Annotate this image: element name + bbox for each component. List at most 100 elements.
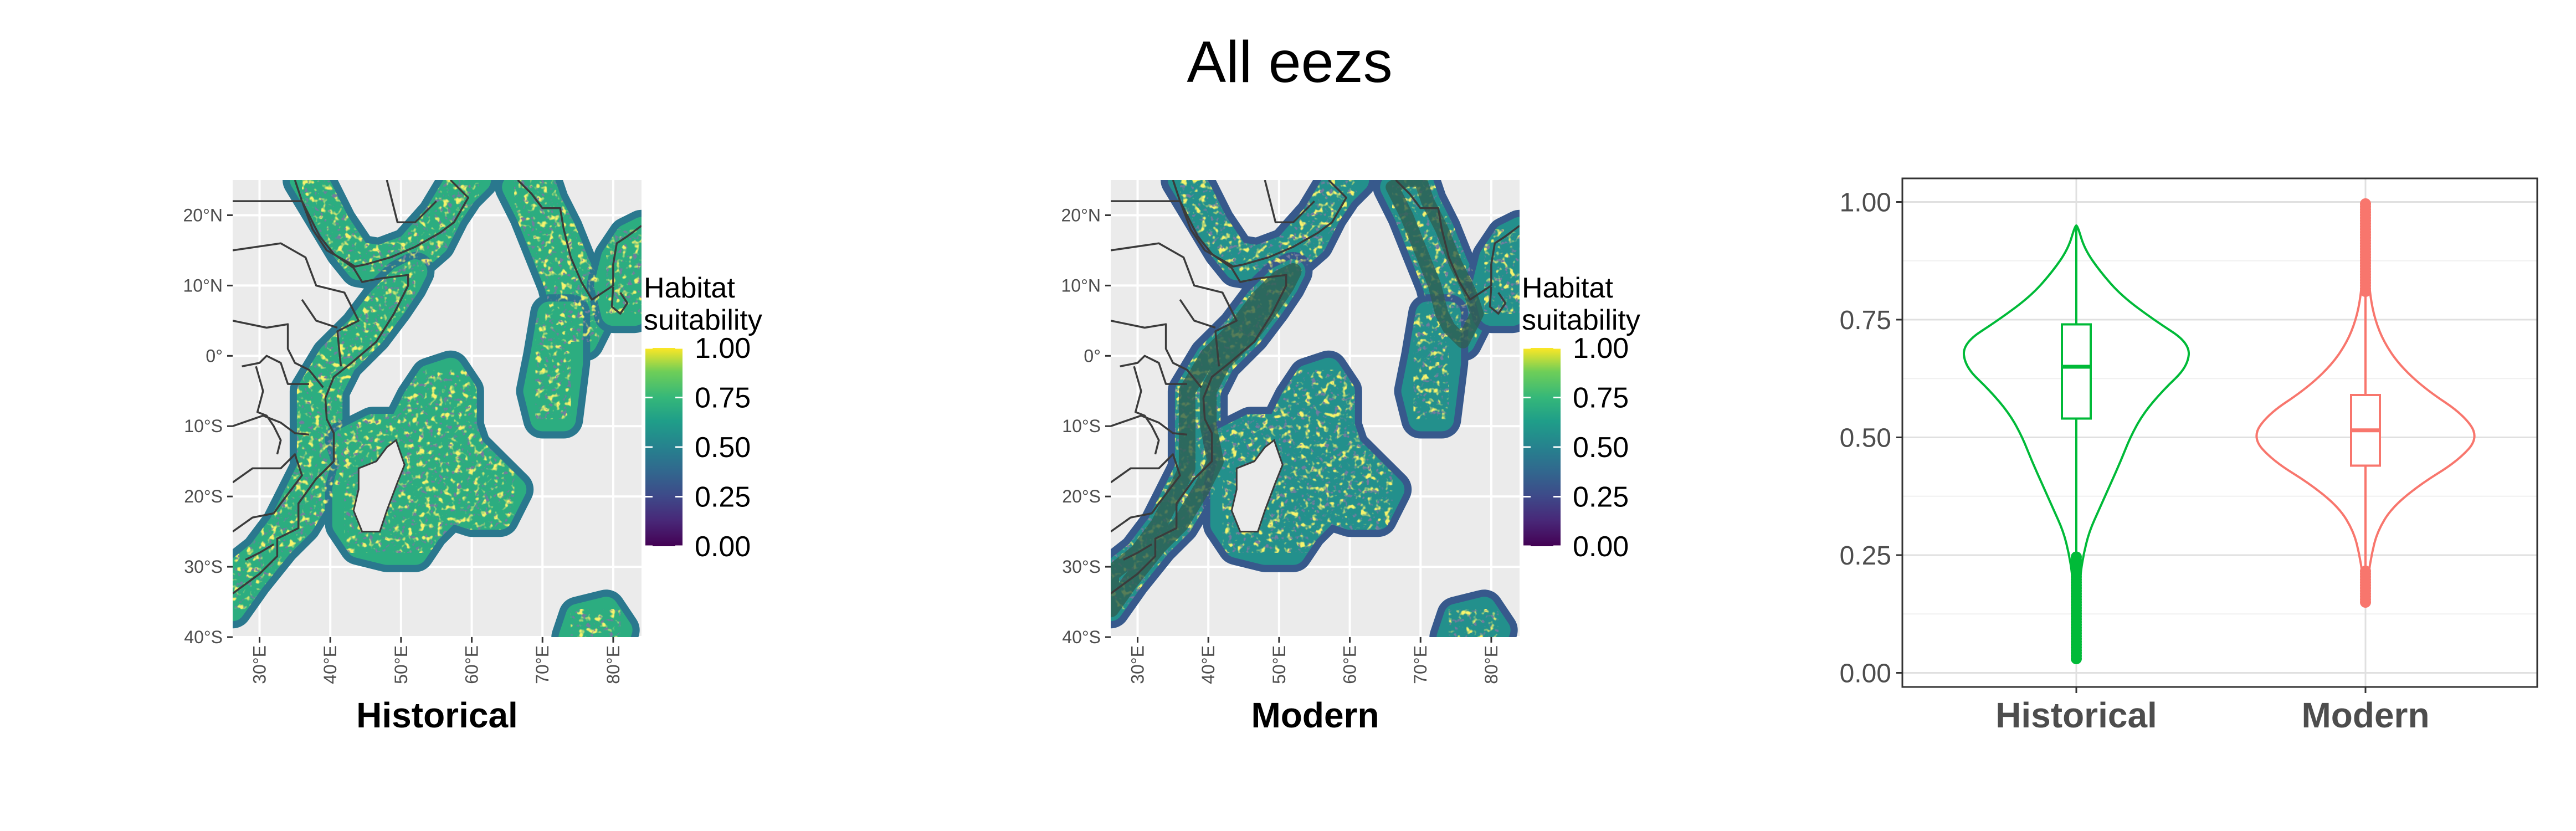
- land-border: [1172, 180, 1347, 268]
- legend-title-line: suitability: [1522, 304, 1640, 336]
- legend-title-line: Habitat: [1522, 272, 1613, 304]
- land-border: [242, 355, 309, 385]
- legend-tick-label: 0.00: [1573, 531, 1629, 563]
- lon-tick-label: 80°E: [603, 645, 623, 684]
- eez-coastal-dark-band: [1111, 263, 1302, 618]
- outlier-points-modern: [2360, 198, 2371, 608]
- land-border: [1264, 180, 1315, 223]
- land-border: [233, 320, 324, 388]
- eez-speckle-dark: [1436, 597, 1511, 637]
- violin-plot-background: [1902, 178, 2537, 687]
- map-panel-historical: 20°N 10°N 0° 10°S 20°S 30°S 40°S 30°E 40°E 50°E 60…: [183, 180, 762, 735]
- outlier-points-historical: [2071, 551, 2082, 664]
- land-border: [517, 180, 642, 301]
- legend-tick-label: 0.00: [695, 531, 751, 563]
- eez-speckle-dark: [1168, 180, 1369, 284]
- lon-tick-label: 70°E: [1410, 645, 1430, 684]
- map-content: [1111, 180, 1520, 637]
- land-border: [1133, 366, 1160, 455]
- outlier-point: [2071, 551, 2082, 563]
- legend-tick-label: 0.75: [1573, 382, 1629, 414]
- lat-tick-label: 10°S: [1062, 416, 1101, 436]
- lon-tick-label: 60°E: [462, 645, 482, 684]
- y-tick-label: 0.50: [1840, 424, 1891, 453]
- legend-title-line: Habitat: [644, 272, 735, 304]
- legend-tick-label: 0.50: [695, 432, 751, 464]
- x-tick-label: Historical: [1995, 695, 2157, 735]
- land-border: [610, 286, 629, 315]
- legend-tick-label: 0.75: [695, 382, 751, 414]
- map-panel-label: Modern: [1251, 695, 1379, 735]
- eez-speckle-dark: [558, 597, 633, 637]
- eez-speckle-dark: [290, 180, 491, 284]
- land-border: [386, 180, 437, 223]
- lat-tick-label: 10°N: [183, 275, 223, 295]
- figure-title: All eezs: [1187, 29, 1392, 95]
- land-border: [1123, 543, 1152, 561]
- lat-tick-label: 30°S: [1062, 557, 1101, 577]
- map-panel-modern: 20°N 10°N 0° 10°S 20°S 30°S 40°S 30°E 40°E 50°E 60…: [1061, 180, 1640, 735]
- land-border: [294, 180, 469, 268]
- legend-title-line: suitability: [644, 304, 762, 336]
- lat-tick-label: 10°N: [1061, 275, 1101, 295]
- lat-tick-label: 40°S: [184, 627, 223, 647]
- land-border: [233, 242, 360, 367]
- eez-speckle-dark: [523, 301, 583, 432]
- legend-tick-label: 0.25: [695, 481, 751, 514]
- land-border: [1120, 355, 1187, 385]
- land-border: [233, 453, 303, 514]
- eez-coastal-dark-band: [1386, 180, 1484, 348]
- lon-tick-label: 70°E: [532, 645, 552, 684]
- legend-tick-label: 0.25: [1573, 481, 1629, 514]
- y-tick-label: 0.00: [1840, 659, 1891, 689]
- land-border: [1111, 320, 1202, 388]
- y-tick-label: 1.00: [1840, 188, 1891, 218]
- lon-tick-label: 30°E: [250, 645, 270, 684]
- lat-tick-label: 20°S: [184, 486, 223, 506]
- land-madagascar: [1230, 439, 1284, 533]
- legend-tick-label: 0.50: [1573, 432, 1629, 464]
- land-border: [1111, 512, 1152, 533]
- lon-tick-label: 30°E: [1128, 645, 1148, 684]
- map-panel-label: Historical: [356, 695, 518, 735]
- land-border: [1111, 242, 1238, 367]
- land-border: [1489, 286, 1507, 315]
- land-border: [245, 543, 274, 561]
- violin-panel-border: [1901, 177, 2538, 688]
- lon-tick-label: 50°E: [1269, 645, 1289, 684]
- lat-tick-label: 0°: [1084, 346, 1101, 366]
- violin-panel: 0.00 0.25 0.50 0.75 1.00 Historical Modern: [1840, 177, 2538, 735]
- land-border: [1111, 414, 1188, 436]
- land-madagascar: [352, 439, 406, 533]
- lat-tick-label: 20°S: [1062, 486, 1101, 506]
- land-border: [1111, 453, 1181, 514]
- lat-tick-label: 0°: [206, 346, 223, 366]
- outlier-point: [2360, 565, 2371, 577]
- legend-tick-label: 1.00: [1573, 332, 1629, 365]
- land-border: [1395, 180, 1520, 301]
- land-border: [301, 299, 338, 329]
- outlier-point: [2360, 198, 2371, 209]
- y-tick-label: 0.75: [1840, 306, 1891, 335]
- land-border: [1179, 299, 1216, 329]
- lon-tick-label: 50°E: [391, 645, 411, 684]
- lat-tick-label: 30°S: [184, 557, 223, 577]
- lon-tick-label: 60°E: [1340, 645, 1360, 684]
- violin-historical: [1963, 224, 2190, 660]
- eez-speckle-dark: [502, 180, 612, 354]
- box-iqr: [2061, 323, 2092, 420]
- x-tick-label: Modern: [2301, 695, 2429, 735]
- lon-tick-label: 40°E: [1198, 645, 1218, 684]
- lon-tick-label: 80°E: [1481, 645, 1501, 684]
- lat-tick-label: 40°S: [1062, 627, 1101, 647]
- legend-tick-label: 1.00: [695, 332, 751, 365]
- lat-tick-label: 20°N: [1061, 205, 1101, 225]
- lat-tick-label: 10°S: [184, 416, 223, 436]
- y-tick-label: 0.25: [1840, 541, 1891, 571]
- lon-tick-label: 40°E: [320, 645, 340, 684]
- land-border: [233, 512, 274, 533]
- lat-tick-label: 20°N: [183, 205, 223, 225]
- land-border: [233, 414, 310, 436]
- map-content: [233, 180, 642, 637]
